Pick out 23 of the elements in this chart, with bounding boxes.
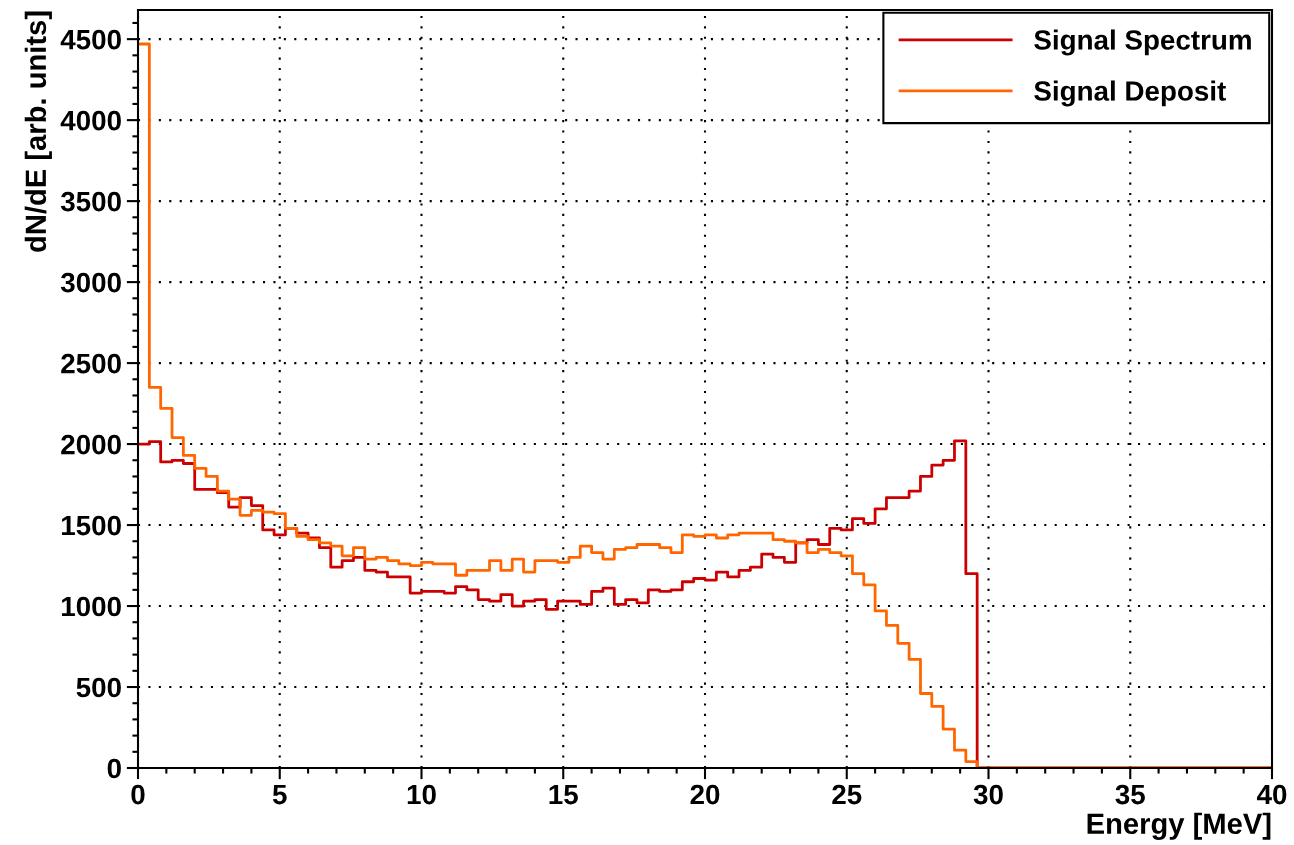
x-tick-label: 30 [973,784,1003,805]
x-tick-label: 5 [272,784,287,805]
y-tick-label: 4500 [60,29,121,50]
y-tick-label: 0 [107,758,121,779]
x-tick-label: 20 [690,784,720,805]
y-tick-label: 500 [76,677,121,698]
x-tick-label: 15 [549,784,578,805]
y-tick-label: 1500 [61,515,121,536]
x-tick-label: 40 [1256,784,1287,805]
x-tick-label: 10 [407,784,436,805]
y-tick-label: 4000 [60,110,121,131]
legend-label: Signal Deposit [1034,80,1226,107]
y-tick-label: 2500 [61,353,121,374]
x-tick-label: 0 [131,784,145,805]
y-tick-label: 3500 [60,191,121,212]
x-tick-label: 25 [832,784,862,805]
x-tick-label: 35 [1115,784,1145,805]
legend-label: Signal Spectrum [1034,29,1251,56]
y-tick-label: 1000 [61,596,121,617]
y-tick-label: 2000 [61,434,121,455]
y-axis-title: dN/dE [arb. units] [24,11,52,252]
x-axis-title: Energy [MeV] [1087,812,1271,840]
y-tick-label: 3000 [60,272,121,293]
